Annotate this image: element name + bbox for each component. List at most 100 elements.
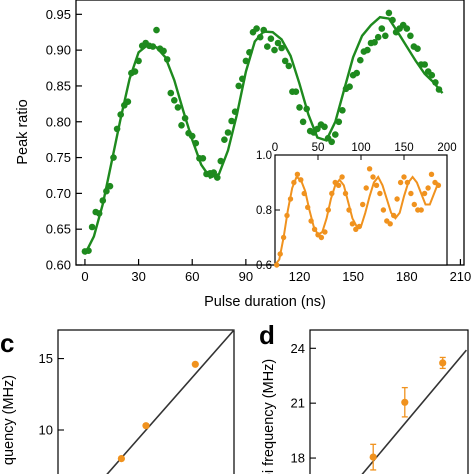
green-data-point (374, 33, 382, 41)
orange-data-point (322, 229, 328, 235)
orange-data-point (356, 223, 362, 230)
panel-c-chart: c 10 15 quency (MHz) (0, 328, 235, 474)
green-data-point (414, 45, 421, 52)
green-data-point (221, 136, 228, 143)
green-data-point (239, 75, 246, 83)
inset-x-tick-label: 200 (437, 142, 456, 154)
c-data-point (191, 360, 199, 368)
green-data-point (389, 16, 396, 24)
orange-data-point (280, 234, 287, 241)
orange-data-point (370, 174, 376, 180)
orange-data-point (380, 207, 387, 213)
green-data-point (242, 57, 250, 65)
orange-data-point (387, 221, 393, 227)
green-data-point (160, 47, 167, 55)
green-data-point (228, 117, 235, 125)
green-data-point (328, 138, 336, 146)
orange-data-point (394, 196, 400, 202)
y-tick-label: 0.95 (46, 7, 71, 22)
orange-data-point (339, 174, 345, 180)
green-data-point (435, 86, 443, 93)
green-data-point (214, 174, 221, 181)
green-data-points (81, 9, 443, 255)
orange-data-point (421, 190, 428, 197)
x-axis-title: Pulse duration (ns) (204, 294, 326, 310)
peak-ratio-chart: 0.600.650.700.750.800.850.900.95 0 30 60 90… (15, 0, 471, 310)
green-data-point (256, 33, 264, 41)
inset-y-ticks: 0.6 0.8 1.0 (256, 150, 280, 272)
green-data-point (321, 123, 328, 131)
orange-data-point (408, 190, 414, 197)
x-tick-label: 120 (289, 269, 311, 284)
x-tick-label: 90 (239, 269, 253, 284)
green-data-point (285, 62, 293, 70)
green-data-point (428, 71, 436, 79)
green-data-point (181, 114, 189, 122)
orange-data-point (311, 226, 318, 232)
orange-data-point (294, 171, 301, 177)
orange-data-point (318, 234, 325, 241)
green-data-point (407, 32, 414, 40)
panel-c-data-points (117, 360, 199, 463)
green-data-point (264, 43, 271, 50)
c-data-point (142, 422, 150, 430)
inset-x-tick-label: 50 (312, 142, 325, 154)
green-data-point (199, 155, 207, 162)
y-axis-title: Peak ratio (15, 99, 31, 164)
green-data-point (403, 25, 411, 32)
orange-data-point (397, 179, 404, 186)
main-plot-frame (75, 0, 465, 266)
orange-data-point (391, 212, 397, 219)
d-data-point (439, 359, 447, 367)
green-data-point (178, 122, 185, 129)
green-data-point (335, 118, 343, 126)
orange-data-point (418, 207, 424, 213)
inset-y-tick-label: 0.8 (256, 205, 272, 217)
green-data-point (253, 25, 260, 32)
panel-d-frame (309, 329, 469, 474)
green-data-point (281, 57, 289, 65)
y-tick-label: 0.90 (46, 43, 71, 58)
d-y-tick-label: 21 (291, 396, 305, 411)
green-data-point (103, 187, 110, 195)
y-tick-label: 0.80 (46, 114, 71, 129)
green-data-point (371, 39, 378, 46)
green-data-point (357, 56, 364, 64)
green-data-point (332, 131, 339, 138)
green-data-point (117, 111, 124, 118)
panel-c-y-axis-title: quency (MHz) (1, 375, 17, 465)
green-data-point (246, 49, 253, 56)
orange-data-point (360, 201, 366, 208)
green-data-point (163, 56, 171, 63)
orange-data-point (428, 171, 435, 177)
panel-c-y-ticks: 10 15 (39, 351, 64, 438)
green-data-point (274, 39, 282, 47)
orange-data-point (435, 182, 442, 188)
green-data-point (192, 139, 200, 147)
green-data-point (217, 157, 225, 165)
orange-data-point (401, 174, 407, 180)
green-data-point (292, 88, 300, 95)
d-y-tick-label: 18 (291, 451, 305, 466)
green-data-point (171, 97, 178, 104)
orange-data-point (335, 182, 342, 188)
panel-d-label: d (259, 320, 275, 350)
inset-y-tick-label: 1.0 (256, 150, 272, 162)
green-data-point (385, 9, 393, 17)
green-data-point (210, 169, 217, 176)
panel-d-y-axis-title: oi frequency (MHz) (261, 359, 277, 474)
d-data-point (401, 398, 409, 406)
green-data-point (106, 182, 114, 190)
green-data-point (296, 104, 303, 111)
inset-x-tick-label: 100 (351, 142, 370, 154)
orange-data-point (373, 182, 380, 188)
x-tick-label: 30 (131, 269, 145, 284)
c-data-point (117, 455, 125, 463)
green-data-point (153, 26, 160, 34)
green-data-point (188, 132, 196, 140)
green-data-point (432, 79, 439, 86)
orange-data-point (298, 177, 304, 183)
green-data-point (231, 108, 239, 115)
orange-data-point (342, 190, 349, 197)
orange-data-point (329, 190, 335, 197)
